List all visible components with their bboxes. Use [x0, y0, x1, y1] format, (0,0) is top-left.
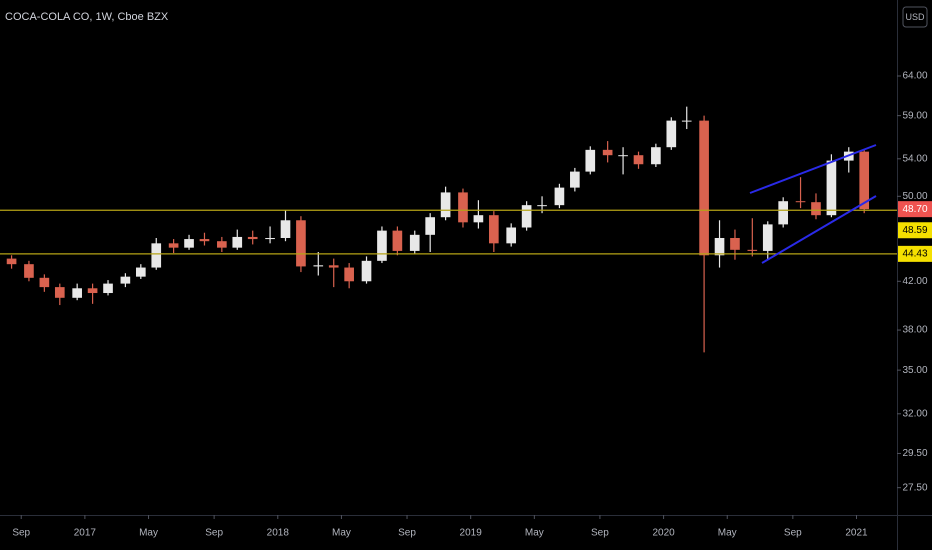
x-tick-label: Sep [12, 528, 30, 539]
candle-body [409, 234, 420, 251]
candle-body [778, 201, 789, 225]
y-tick-label: 27.50 [902, 482, 927, 493]
candle-body [247, 236, 258, 240]
y-tick-label: 32.00 [902, 408, 927, 419]
candle-body [585, 149, 596, 172]
x-tick-label: Sep [784, 528, 802, 539]
x-tick-label: May [139, 528, 158, 539]
candle-body [39, 277, 50, 288]
candle-body [506, 227, 517, 244]
y-tick-label: 59.00 [902, 110, 927, 121]
candle-body [618, 155, 628, 157]
x-tick-label: May [718, 528, 737, 539]
axes: 27.50 29.50 32.00 35.00 38.00 42.00 50.00 54.00… [12, 71, 932, 539]
candle-body [54, 287, 65, 298]
candle-body [440, 192, 451, 218]
y-tick-label: 50.00 [902, 191, 927, 202]
candle-body [651, 147, 661, 165]
candle-body [666, 120, 677, 148]
candle-body [103, 283, 113, 294]
candle-body [681, 120, 692, 122]
y-tick-label: 29.50 [902, 448, 927, 459]
level-label-box [898, 222, 932, 239]
candle-body [473, 215, 484, 223]
candle-body [184, 239, 194, 248]
candle-body [826, 160, 837, 216]
level-label: 48.59 [902, 225, 927, 236]
chart-title: COCA-COLA CO, 1W, Cboe BZX [5, 11, 169, 23]
currency-button[interactable] [902, 6, 928, 28]
y-tick-label: 64.00 [902, 71, 927, 82]
candle-body [217, 241, 227, 248]
x-tick-label: 2020 [652, 528, 675, 539]
candle-body [377, 230, 387, 261]
candle-body [24, 264, 34, 278]
candle-body [859, 151, 870, 210]
trend-line [761, 195, 877, 264]
candle-body [633, 155, 644, 165]
candle-body [361, 260, 372, 282]
y-tick-label: 42.00 [902, 276, 927, 287]
x-tick-label: 2021 [845, 528, 868, 539]
candle-body [762, 224, 773, 251]
candle-body [602, 149, 613, 156]
candle-body [328, 265, 339, 268]
candle-body [199, 239, 210, 242]
candle-body [313, 265, 324, 267]
last-price-label: 48.70 [902, 204, 927, 215]
x-tick-label: Sep [205, 528, 223, 539]
candle-body [570, 171, 580, 188]
candle-body [168, 243, 179, 248]
candle-body [521, 205, 532, 228]
level-label-box [898, 245, 932, 262]
candle-body [730, 238, 740, 250]
candle-body [458, 192, 468, 223]
candle-body [489, 215, 499, 244]
candle-body [280, 220, 291, 239]
candle-body [699, 120, 709, 256]
trend-line [749, 144, 877, 194]
candle-body [87, 288, 98, 294]
y-tick-label: 54.00 [902, 153, 927, 164]
level-label: 44.43 [902, 249, 927, 260]
x-tick-label: 2017 [74, 528, 97, 539]
candle-body [151, 243, 162, 268]
candle-body [747, 249, 758, 251]
currency-label[interactable]: USD [905, 12, 925, 22]
candle-body [425, 217, 435, 235]
candle-body [811, 202, 821, 216]
candle-body [6, 258, 17, 265]
x-tick-label: May [525, 528, 544, 539]
candle-body [537, 205, 547, 207]
x-tick-label: Sep [398, 528, 416, 539]
plot-area [0, 106, 897, 353]
y-tick-label: 38.00 [902, 325, 927, 336]
candle-body [392, 230, 403, 251]
candle-body [265, 238, 275, 240]
candle-body [120, 276, 131, 284]
x-tick-label: 2018 [267, 528, 290, 539]
x-tick-label: May [332, 528, 351, 539]
candle-body [554, 187, 565, 206]
candle-body [135, 267, 146, 277]
candle-body [714, 238, 725, 256]
candle-body [72, 288, 82, 298]
candle-body [296, 220, 306, 267]
candle-body [795, 201, 806, 203]
candle-body [344, 267, 354, 282]
y-tick-label: 35.00 [902, 365, 927, 376]
last-price-label-box [898, 201, 932, 218]
x-tick-label: 2019 [460, 528, 483, 539]
candle-body [232, 236, 243, 248]
x-tick-label: Sep [591, 528, 609, 539]
